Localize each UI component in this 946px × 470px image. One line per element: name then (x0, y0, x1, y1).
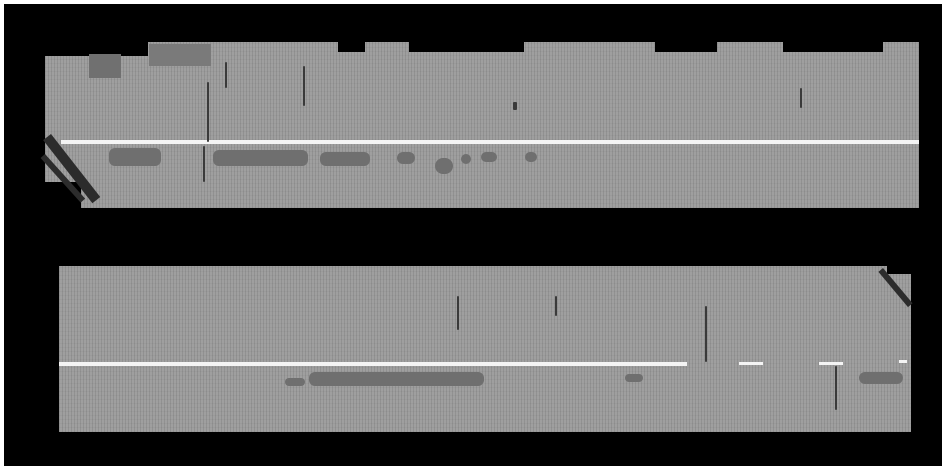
patch (89, 54, 121, 78)
lane-marking (59, 362, 687, 366)
top-notch (338, 42, 365, 52)
lane-marking (899, 360, 907, 363)
patch (397, 152, 415, 164)
patch (285, 378, 305, 386)
upper-pavement-strip (40, 42, 919, 208)
lane-marking (739, 362, 763, 365)
crack (800, 88, 802, 108)
lane-marking (819, 362, 843, 365)
crack (555, 296, 557, 316)
patch (859, 372, 903, 384)
patch (435, 158, 453, 174)
image-frame (4, 4, 942, 466)
top-corner-cut (887, 266, 911, 274)
patch (149, 44, 211, 66)
crack (705, 306, 707, 362)
crack (203, 146, 205, 182)
top-notch (409, 42, 524, 52)
crack (513, 102, 517, 110)
patch (625, 374, 643, 382)
patch (320, 152, 370, 166)
top-notch (783, 42, 883, 52)
lower-pavement-strip (59, 266, 913, 432)
patch (481, 152, 497, 162)
patch (109, 148, 161, 166)
patch (525, 152, 537, 162)
patch (213, 150, 308, 166)
top-notch (45, 42, 148, 56)
crack (225, 62, 227, 88)
crack (207, 82, 209, 142)
crack (303, 66, 305, 106)
patch (309, 372, 484, 386)
patch (461, 154, 471, 164)
lane-marking (61, 140, 919, 144)
crack (457, 296, 459, 330)
crack (835, 366, 837, 410)
top-notch (655, 42, 717, 52)
